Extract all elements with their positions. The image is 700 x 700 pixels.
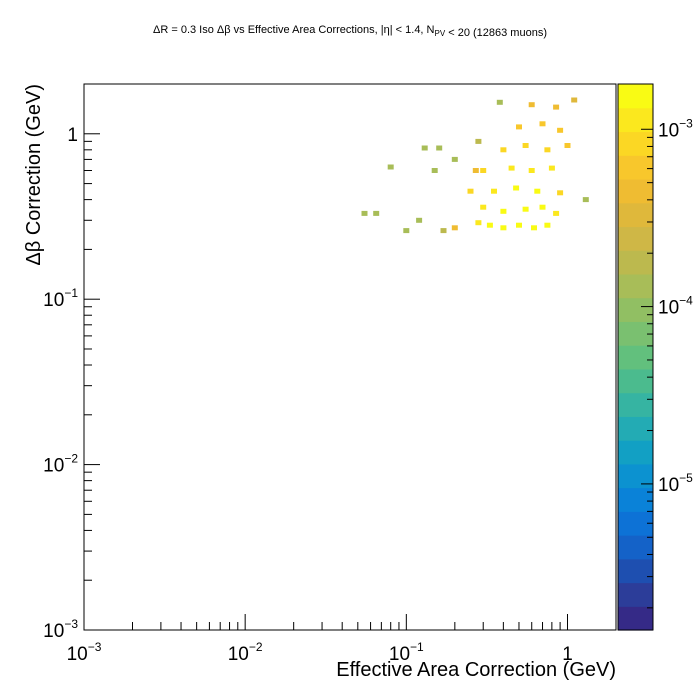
color-scale-bar: [618, 84, 653, 631]
color-scale-band: [618, 202, 653, 228]
heatmap-cell: [564, 143, 571, 148]
color-scale-band: [618, 297, 653, 322]
heatmap-cell: [500, 208, 507, 214]
heatmap-cell: [491, 188, 497, 194]
color-scale-band: [618, 535, 653, 560]
x-axis-title: Effective Area Correction (GeV): [336, 659, 616, 681]
x-tick-label: 10−2: [228, 640, 263, 665]
x-axis-ticks: 10−3 10−2 10−1 1: [67, 614, 617, 665]
color-scale-band: [618, 582, 653, 607]
heatmap-cell: [475, 138, 482, 144]
heatmap-cell: [467, 188, 474, 194]
heatmap-cell: [553, 104, 560, 110]
color-scale-tick-label: 10−5: [658, 471, 693, 496]
color-scale-band: [618, 416, 653, 441]
y-axis-title: Δβ Correction (GeV): [23, 84, 45, 266]
heatmap-cell: [361, 210, 368, 216]
color-scale-band: [618, 487, 653, 512]
color-scale-band: [618, 226, 653, 251]
color-scale-ticks: 10−5 10−4 10−3: [641, 116, 693, 609]
heatmap-cell: [539, 121, 546, 127]
color-scale-band: [618, 440, 653, 465]
heatmap-cell: [522, 143, 529, 148]
color-scale-band: [618, 155, 653, 180]
x-tick-label: 10−3: [67, 640, 102, 665]
heatmap-cell: [486, 222, 493, 228]
y-axis-ticks: 10−3 10−2 10−1 1: [43, 83, 100, 642]
heatmap-cell: [472, 168, 479, 173]
heatmap-cell: [516, 124, 522, 130]
color-scale-tick-label: 10−3: [658, 116, 693, 141]
color-scale-band: [618, 368, 653, 394]
heatmap-cell: [528, 168, 535, 173]
heatmap-cell: [528, 102, 535, 108]
heatmap-cell: [522, 206, 529, 212]
heatmap-cell: [544, 147, 551, 153]
y-tick-label: 1: [67, 125, 78, 146]
x-tick-label: 10−1: [389, 640, 424, 665]
heatmap-cell: [440, 228, 447, 234]
heatmap-cell: [431, 168, 438, 173]
heatmap-cell: [582, 197, 589, 203]
color-scale-band: [618, 273, 653, 299]
heatmap-cell: [475, 220, 482, 226]
heatmap-cell: [516, 222, 522, 228]
heatmap-cell: [534, 188, 541, 194]
x-tick-label: 1: [562, 644, 573, 665]
color-scale-band: [618, 84, 653, 109]
color-scale-tick-label: 10−4: [658, 294, 693, 319]
heatmap-cell: [548, 165, 555, 171]
y-tick-label: 10−3: [43, 617, 78, 642]
heatmap-cell: [480, 168, 487, 173]
heatmap-cell: [544, 222, 551, 228]
heatmap-cell: [416, 217, 423, 223]
color-scale-band: [618, 345, 653, 370]
color-scale-band: [618, 558, 653, 584]
heatmap-cell: [508, 165, 515, 171]
heatmap-cell: [373, 210, 380, 216]
heatmap-cell: [500, 225, 507, 231]
heatmap-cell: [531, 225, 537, 231]
heatmap-cell: [451, 225, 458, 231]
color-scale-band: [618, 131, 653, 156]
color-scale-band: [618, 463, 653, 489]
heatmap-cell: [403, 228, 410, 234]
heatmap-cell: [539, 204, 546, 210]
heatmap-cell: [387, 164, 394, 170]
color-scale-band: [618, 392, 653, 417]
heatmap-cell: [496, 99, 503, 105]
color-scale-band: [618, 606, 653, 631]
heatmap-cell: [557, 190, 564, 196]
heatmap-cell: [513, 185, 520, 191]
chart-title: ΔR = 0.3 Iso Δβ vs Effective Area Correc…: [153, 24, 547, 39]
heatmap-cell: [436, 145, 443, 151]
heatmap-cell: [500, 147, 507, 153]
color-scale-band: [618, 107, 653, 133]
color-scale-band: [618, 250, 653, 275]
heatmap-cell: [451, 156, 458, 162]
heatmap-cell: [557, 127, 564, 133]
heatmap-cell: [480, 204, 487, 210]
heatmap-cell: [571, 97, 578, 103]
y-tick-label: 10−2: [43, 452, 78, 477]
heatmap-cells: [361, 97, 589, 234]
color-scale-frame: [617, 83, 654, 631]
plot-frame: [83, 83, 617, 631]
heatmap-cell: [553, 210, 560, 216]
heatmap-cell: [421, 145, 428, 151]
y-tick-label: 10−1: [43, 286, 78, 311]
